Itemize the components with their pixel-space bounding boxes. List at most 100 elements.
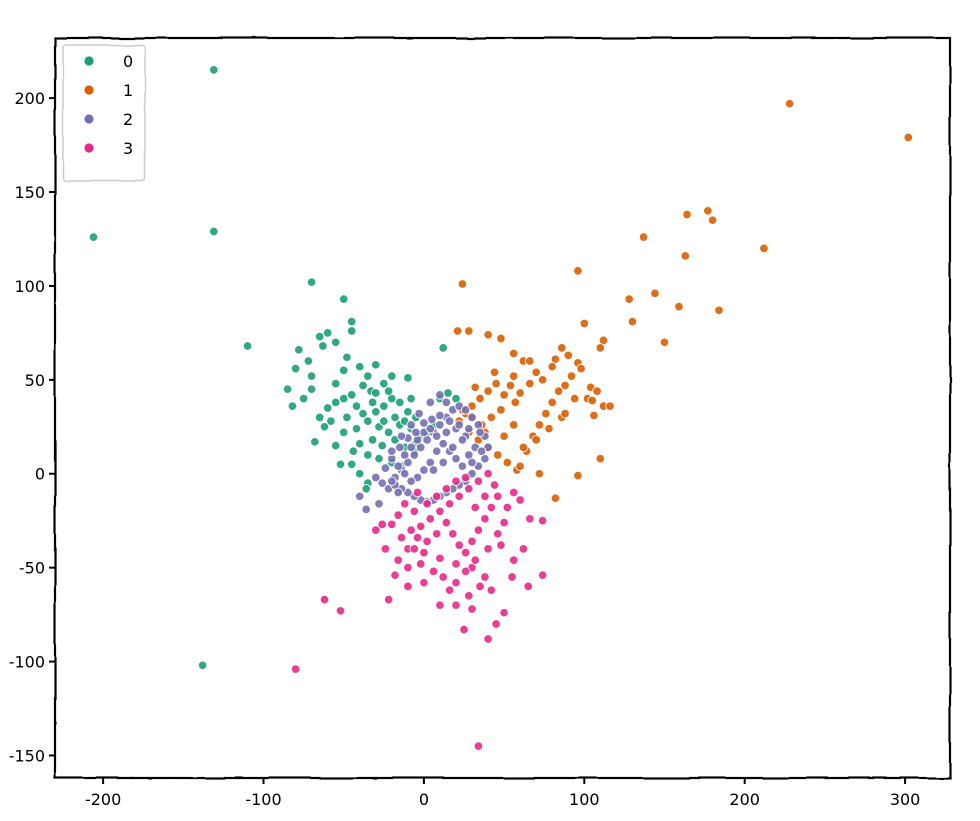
point-1-3 <box>707 215 718 225</box>
point-3-40 <box>460 547 471 558</box>
point-3-2 <box>459 624 469 635</box>
point-3-75 <box>412 487 423 498</box>
point-0-19 <box>322 403 333 413</box>
point-1-49 <box>566 371 577 381</box>
point-0-23 <box>371 360 381 370</box>
legend-marker-0 <box>83 55 95 67</box>
point-1-85 <box>499 431 509 441</box>
point-2-85 <box>387 446 397 456</box>
point-1-32 <box>475 393 485 404</box>
point-3-73 <box>431 491 442 502</box>
point-0-57 <box>330 440 341 451</box>
point-3-51 <box>377 519 387 530</box>
legend-marker-3 <box>83 142 95 154</box>
point-3-28 <box>435 506 445 517</box>
point-0-83 <box>367 397 378 408</box>
point-0-77 <box>363 371 373 381</box>
point-2-78 <box>476 446 487 456</box>
point-1-31 <box>483 386 493 396</box>
point-0-51 <box>363 450 373 460</box>
point-3-43 <box>441 517 452 528</box>
point-1-60 <box>531 435 541 445</box>
point-2-13 <box>467 412 477 423</box>
point-1-6 <box>680 251 691 261</box>
point-0-18 <box>287 401 298 411</box>
point-1-73 <box>508 348 519 359</box>
point-3-18 <box>480 572 490 582</box>
point-3-80 <box>415 559 426 569</box>
point-3-72 <box>441 484 452 494</box>
point-3-63 <box>499 517 509 528</box>
point-3-5 <box>335 606 346 616</box>
y-tick-label-5: 100 <box>14 277 45 296</box>
point-3-49 <box>393 510 403 520</box>
point-1-72 <box>525 356 535 366</box>
point-0-59 <box>310 437 320 447</box>
point-1-44 <box>534 420 545 430</box>
point-2-64 <box>427 414 437 425</box>
y-tick-label-4: 50 <box>25 371 45 390</box>
point-1-75 <box>483 330 493 340</box>
point-1-55 <box>605 401 615 411</box>
point-0-85 <box>406 393 416 404</box>
point-1-24 <box>531 367 541 378</box>
point-1-52 <box>592 386 602 396</box>
point-0-11 <box>330 337 341 348</box>
points-layer <box>88 65 914 751</box>
point-1-47 <box>553 386 564 396</box>
point-3-85 <box>486 585 497 595</box>
point-0-24 <box>387 371 397 381</box>
point-2-56 <box>377 478 387 488</box>
point-1-27 <box>510 397 521 408</box>
point-3-8 <box>390 570 400 580</box>
point-3-7 <box>403 581 413 592</box>
point-1-14 <box>573 266 583 276</box>
point-1-70 <box>508 371 519 381</box>
point-2-77 <box>467 457 477 468</box>
x-tick-label-4: 200 <box>729 790 760 809</box>
point-1-57 <box>569 393 580 404</box>
point-2-42 <box>451 453 461 464</box>
point-3-55 <box>403 562 413 573</box>
point-1-23 <box>537 375 548 385</box>
point-3-30 <box>454 491 464 502</box>
point-0-75 <box>326 416 336 426</box>
point-3-10 <box>451 600 461 610</box>
point-3-50 <box>387 519 397 530</box>
point-1-63 <box>496 405 506 415</box>
point-3-78 <box>470 502 480 513</box>
point-0-12 <box>294 345 304 355</box>
point-2-79 <box>441 397 452 408</box>
point-1-16 <box>595 343 606 353</box>
point-2-62 <box>411 427 421 438</box>
point-3-56 <box>428 566 439 577</box>
point-1-5 <box>682 209 692 220</box>
point-1-59 <box>544 423 554 434</box>
point-1-74 <box>496 333 506 344</box>
point-1-1 <box>784 98 795 109</box>
point-3-36 <box>486 502 497 513</box>
point-3-57 <box>438 572 448 582</box>
point-2-75 <box>448 442 458 453</box>
point-0-30 <box>351 401 362 411</box>
point-1-62 <box>508 420 519 430</box>
point-0-63 <box>361 484 371 494</box>
point-0-37 <box>395 397 405 408</box>
point-0-45 <box>367 435 378 445</box>
point-0-1 <box>88 232 99 242</box>
point-1-76 <box>464 326 474 336</box>
point-0-87 <box>197 660 208 671</box>
point-0-71 <box>443 388 453 398</box>
point-3-1 <box>483 634 493 644</box>
point-0-3 <box>242 341 253 351</box>
point-0-10 <box>318 341 328 351</box>
point-2-83 <box>406 420 416 430</box>
plot-border <box>53 36 952 780</box>
point-0-74 <box>346 459 357 470</box>
point-0-64 <box>371 388 381 398</box>
series-3 <box>290 468 548 751</box>
point-2-71 <box>361 504 371 515</box>
point-3-82 <box>419 577 429 588</box>
point-0-31 <box>358 408 368 419</box>
point-3-12 <box>475 581 485 592</box>
